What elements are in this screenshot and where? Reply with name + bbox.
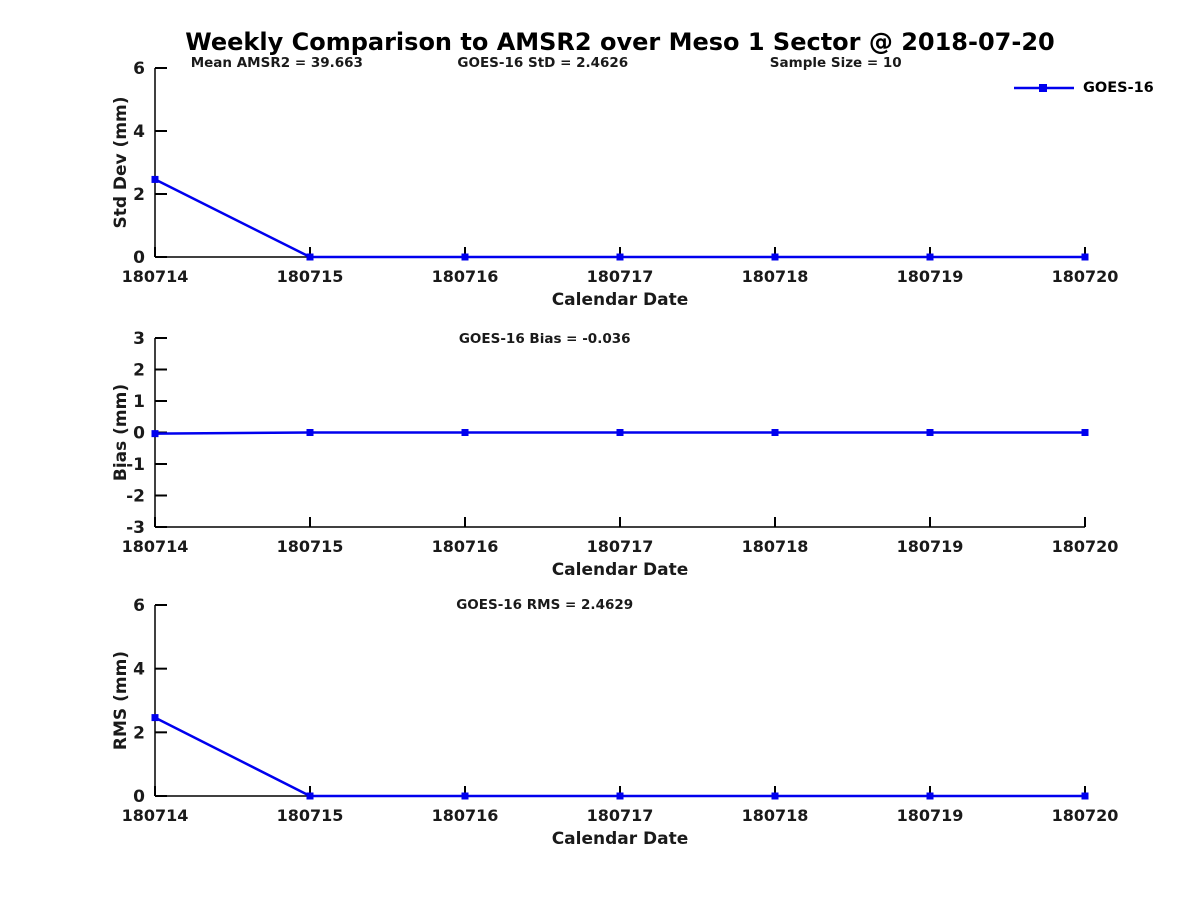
data-point-marker <box>151 175 159 183</box>
data-point-marker <box>461 429 469 436</box>
legend-label: GOES-16 <box>1083 80 1154 96</box>
data-point-marker <box>926 792 934 800</box>
data-point-marker <box>616 429 624 436</box>
series-line-GOES-16 <box>154 716 1085 798</box>
y-tick-label: -3 <box>126 518 145 538</box>
x-tick-label: 180720 <box>1052 806 1119 825</box>
annotation-bias-0: GOES-16 Bias = -0.036 <box>459 331 631 347</box>
data-point-marker <box>771 429 779 436</box>
data-point-marker <box>306 792 314 800</box>
y-tick-label: 4 <box>133 122 145 142</box>
annotation-std-dev-0: Mean AMSR2 = 39.663 <box>191 55 363 71</box>
x-tick-label: 180720 <box>1052 537 1119 556</box>
data-point-marker <box>616 792 624 800</box>
data-point-marker <box>306 429 314 436</box>
data-point-marker <box>151 430 159 438</box>
y-tick-label: 1 <box>133 392 145 412</box>
data-point-marker <box>306 253 314 261</box>
x-tick-label: 180719 <box>897 806 964 825</box>
y-tick-label: 2 <box>133 361 145 381</box>
data-point-marker <box>926 429 934 436</box>
y-tick-label: 2 <box>133 185 145 205</box>
data-point-marker <box>1081 253 1089 261</box>
annotation-std-dev-2: Sample Size = 10 <box>770 55 902 71</box>
annotation-rms-0: GOES-16 RMS = 2.4629 <box>456 597 633 613</box>
legend: GOES-16 <box>1013 80 1154 96</box>
x-axis-title: Calendar Date <box>552 290 689 310</box>
x-tick-label: 180717 <box>587 267 654 286</box>
x-tick-label: 180714 <box>122 806 189 825</box>
x-tick-label: 180715 <box>277 806 344 825</box>
x-tick-label: 180714 <box>122 267 189 286</box>
x-tick-label: 180716 <box>432 267 499 286</box>
y-tick-label: 3 <box>133 329 145 349</box>
x-tick-label: 180714 <box>122 537 189 556</box>
y-tick-label: -1 <box>126 455 145 475</box>
y-tick-label: 6 <box>133 59 145 79</box>
x-axis-title: Calendar Date <box>552 829 689 849</box>
x-axis-title: Calendar Date <box>552 560 689 580</box>
data-point-marker <box>1081 429 1089 436</box>
data-point-marker <box>771 253 779 261</box>
x-tick-label: 180715 <box>277 537 344 556</box>
y-tick-label: 2 <box>133 723 145 743</box>
data-point-marker <box>461 792 469 800</box>
x-tick-label: 180715 <box>277 267 344 286</box>
x-tick-label: 180717 <box>587 806 654 825</box>
data-point-marker <box>461 253 469 261</box>
y-tick-label: 0 <box>133 248 145 268</box>
data-point-marker <box>151 714 159 722</box>
y-axis-title: RMS (mm) <box>111 651 131 750</box>
data-point-marker <box>1081 792 1089 800</box>
y-tick-label: 4 <box>133 660 145 680</box>
data-point-marker <box>616 253 624 261</box>
x-tick-label: 180719 <box>897 267 964 286</box>
figure-title: Weekly Comparison to AMSR2 over Meso 1 S… <box>185 28 1055 56</box>
data-point-marker <box>926 253 934 261</box>
x-tick-label: 180717 <box>587 537 654 556</box>
x-tick-label: 180719 <box>897 537 964 556</box>
y-tick-label: 0 <box>133 787 145 807</box>
y-tick-label: 0 <box>133 424 145 444</box>
x-tick-label: 180716 <box>432 806 499 825</box>
y-axis-title: Std Dev (mm) <box>111 96 131 228</box>
x-tick-label: 180718 <box>742 537 809 556</box>
x-tick-label: 180718 <box>742 267 809 286</box>
data-point-marker <box>771 792 779 800</box>
legend-square-marker <box>1039 84 1047 92</box>
legend-line-sample <box>1014 84 1074 92</box>
annotation-std-dev-1: GOES-16 StD = 2.4626 <box>457 55 628 71</box>
x-tick-label: 180720 <box>1052 267 1119 286</box>
x-tick-label: 180718 <box>742 806 809 825</box>
y-tick-label: -2 <box>126 487 145 507</box>
y-axis-title: Bias (mm) <box>111 384 131 481</box>
x-tick-label: 180716 <box>432 537 499 556</box>
y-tick-label: 6 <box>133 596 145 616</box>
